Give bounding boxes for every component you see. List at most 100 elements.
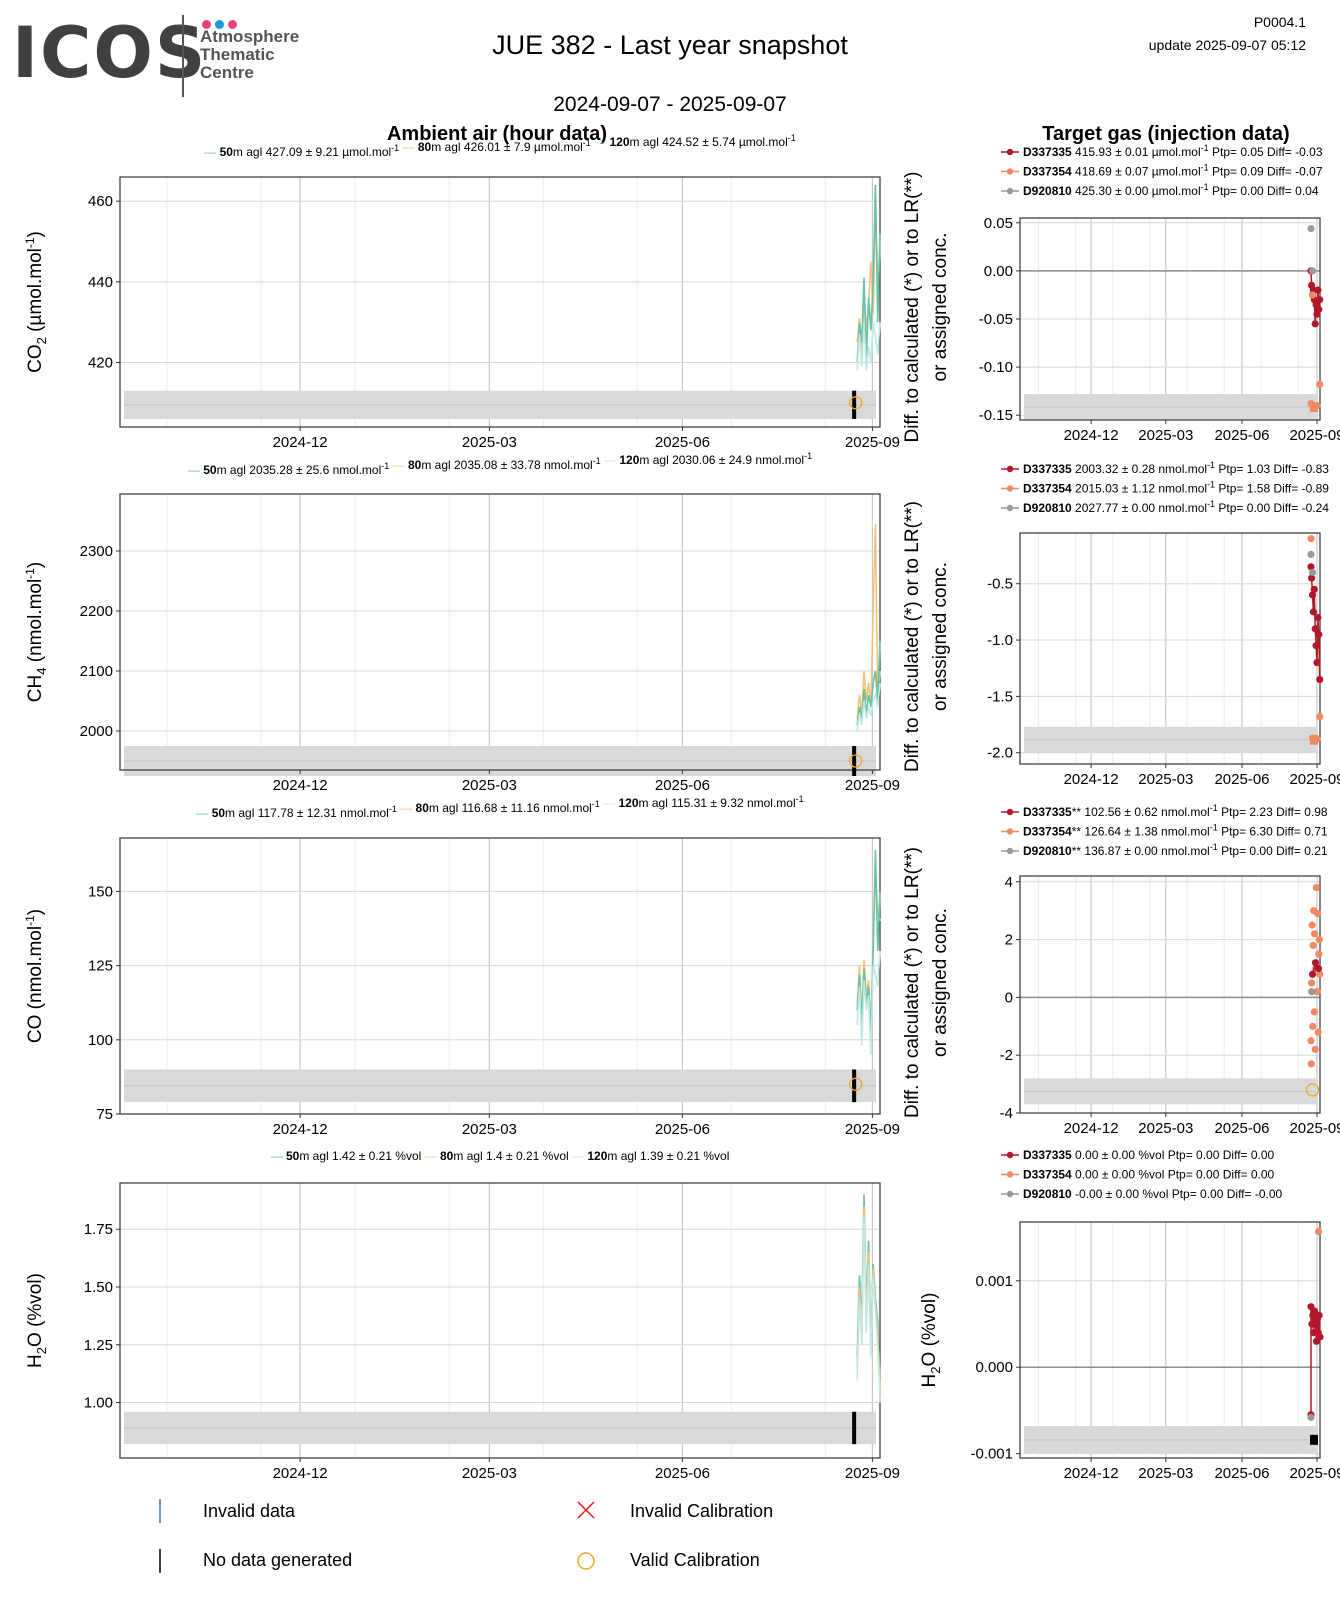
x-tick-label: 2025-03: [462, 1121, 517, 1138]
legend-marker: [1006, 1151, 1014, 1159]
logo-line-2: Thematic: [200, 45, 275, 64]
legend-text: D337354 418.69 ± 0.07 µmol.mol-1 Ptp= 0.…: [1023, 163, 1323, 179]
data-point: [1307, 563, 1315, 571]
y-tick-label: 2300: [80, 543, 113, 560]
legend-valid-cal: Valid Calibration: [630, 1550, 760, 1570]
panel-legend: — 50m agl 1.42 ± 0.21 %vol — 80m agl 1.4…: [271, 1149, 730, 1163]
y-axis-label: CO2 (µmol.mol-1): [23, 231, 49, 373]
y-tick-label: 125: [88, 958, 113, 975]
data-point: [1309, 608, 1317, 616]
y-tick-label: -4: [1000, 1105, 1013, 1122]
data-point: [1316, 675, 1324, 684]
panel-legend: — 50m agl 2035.28 ± 25.6 nmol.mol-1 — 80…: [188, 451, 812, 477]
data-point: [1307, 550, 1315, 559]
data-point: [1308, 921, 1316, 929]
y-tick-label: 0: [1005, 989, 1013, 1006]
x-tick-label: 2025-06: [655, 1465, 710, 1482]
legend-marker: [1006, 504, 1014, 512]
x-tick-label: 2025-03: [1138, 771, 1193, 788]
y-tick-label: 2: [1005, 932, 1013, 949]
x-tick-label: 2025-06: [1214, 427, 1269, 444]
data-point: [1311, 1045, 1319, 1054]
series-line: [856, 1206, 881, 1392]
data-point: [1316, 970, 1324, 978]
legend-text: — 50m agl 2035.28 ± 25.6 nmol.mol-1 — 80…: [188, 451, 812, 477]
y-tick-label: 2200: [80, 603, 113, 620]
legend-text: D337335 2003.32 ± 0.28 nmol.mol-1 Ptp= 1…: [1023, 460, 1329, 476]
logo-line-1: Atmosphere: [200, 27, 300, 46]
legend-text: D920810 425.30 ± 0.00 µmol.mol-1 Ptp= 0.…: [1023, 182, 1319, 198]
legend-marker: [1006, 808, 1014, 816]
data-point: [1311, 1307, 1319, 1315]
panel-target-ch4: -0.5 -1.0 -1.5 -2.0 2024-12 2025-03 2025-06 202…: [902, 460, 1340, 788]
logo-dots-icon: [202, 16, 241, 34]
legend-no-data: No data generated: [203, 1550, 352, 1570]
panel-ambient-h2o: 1.75 1.50 1.25 1.00 2024-12 2025-03 2025-06 202…: [25, 1149, 900, 1482]
x-tick-label: 2024-12: [1064, 1120, 1119, 1137]
data-point: [1307, 1037, 1315, 1045]
x-tick-label: 2024-12: [1064, 1465, 1119, 1482]
data-point: [1313, 988, 1321, 996]
series-line: [856, 523, 881, 720]
y-tick-label: 1.25: [84, 1337, 113, 1354]
update-timestamp: update 2025-09-07 05:12: [1148, 37, 1306, 53]
legend-marker: [1006, 1190, 1014, 1198]
x-tick-label: 2025-03: [462, 777, 517, 794]
legend-text: — 50m agl 117.78 ± 12.31 nmol.mol-1 — 80…: [196, 794, 803, 820]
diff-y-label-line1: Diff. to calculated (*) or to LR(**): [902, 501, 923, 772]
data-point: [1313, 658, 1321, 667]
no-data-marker: [852, 746, 857, 776]
diff-y-label-line1: Diff. to calculated (*) or to LR(**): [902, 847, 923, 1118]
x-tick-label: 2024-12: [273, 434, 328, 451]
x-tick-label: 2025-06: [655, 1121, 710, 1138]
y-tick-label: 100: [88, 1032, 113, 1049]
y-tick-label: -0.001: [970, 1446, 1013, 1463]
legend-marker: [1006, 168, 1014, 175]
panel-legend: D337335 415.93 ± 0.01 µmol.mol-1 Ptp= 0.…: [1001, 143, 1323, 198]
data-point: [1315, 935, 1323, 944]
data-point: [1308, 291, 1317, 299]
x-tick-label: 2025-09: [1289, 1120, 1340, 1137]
no-data-marker: [852, 1411, 857, 1445]
x-tick-label: 2025-09: [1289, 427, 1340, 444]
legend-text: D920810** 136.87 ± 0.00 nmol.mol-1 Ptp= …: [1023, 842, 1328, 858]
data-point: [1307, 535, 1315, 543]
panel-legend: — 50m agl 427.09 ± 9.21 µmol.mol-1 — 80m…: [204, 133, 796, 159]
y-axis-label: H2O (%vol): [919, 1293, 943, 1388]
x-tick-label: 2025-03: [1138, 1465, 1193, 1482]
panel-legend: D337335 2003.32 ± 0.28 nmol.mol-1 Ptp= 1…: [1001, 460, 1329, 515]
plot-frame: [119, 837, 881, 1115]
data-point: [1312, 883, 1320, 892]
y-axis-label: CH4 (nmol.mol-1): [23, 562, 49, 702]
page-code: P0004.1: [1253, 14, 1306, 30]
legend-text: — 50m agl 427.09 ± 9.21 µmol.mol-1 — 80m…: [204, 133, 796, 159]
legend-marker: [1006, 465, 1014, 473]
legend-text: D337335 415.93 ± 0.01 µmol.mol-1 Ptp= 0.…: [1023, 143, 1323, 159]
data-point: [1314, 909, 1322, 918]
y-tick-label: 0.001: [975, 1273, 1013, 1290]
panel-target-co2: 0.05 0.00 -0.05 -0.10 -0.15 2024-12 2025-03 202…: [902, 143, 1340, 444]
y-tick-label: -0.15: [979, 407, 1013, 424]
data-point: [1316, 713, 1324, 721]
data-point: [1314, 1028, 1322, 1036]
x-tick-label: 2025-09: [845, 1121, 900, 1138]
panel-ambient-ch4: 2300 2200 2100 2000 2024-12 2025-03 2025-06 202…: [23, 451, 900, 794]
legend-invalid-cal: Invalid Calibration: [630, 1501, 773, 1521]
data-point: [1310, 1008, 1318, 1016]
legend-marker: [1006, 187, 1014, 195]
data-point: [1308, 979, 1316, 987]
diff-y-label-line2: or assigned conc.: [930, 233, 951, 382]
x-tick-label: 2025-03: [1138, 1120, 1193, 1137]
legend-text: D337354** 126.64 ± 1.38 nmol.mol-1 Ptp= …: [1023, 823, 1328, 839]
plot-frame: [1019, 1221, 1321, 1459]
x-tick-label: 2025-03: [462, 1465, 517, 1482]
x-tick-label: 2024-12: [273, 1121, 328, 1138]
x-tick-label: 2025-09: [845, 434, 900, 451]
x-tick-label: 2024-12: [1064, 427, 1119, 444]
series-line: [856, 950, 881, 1055]
data-point: [1314, 1227, 1323, 1236]
x-tick-label: 2025-03: [1138, 427, 1193, 444]
y-tick-label: 460: [88, 193, 113, 210]
x-tick-label: 2025-09: [845, 1465, 900, 1482]
